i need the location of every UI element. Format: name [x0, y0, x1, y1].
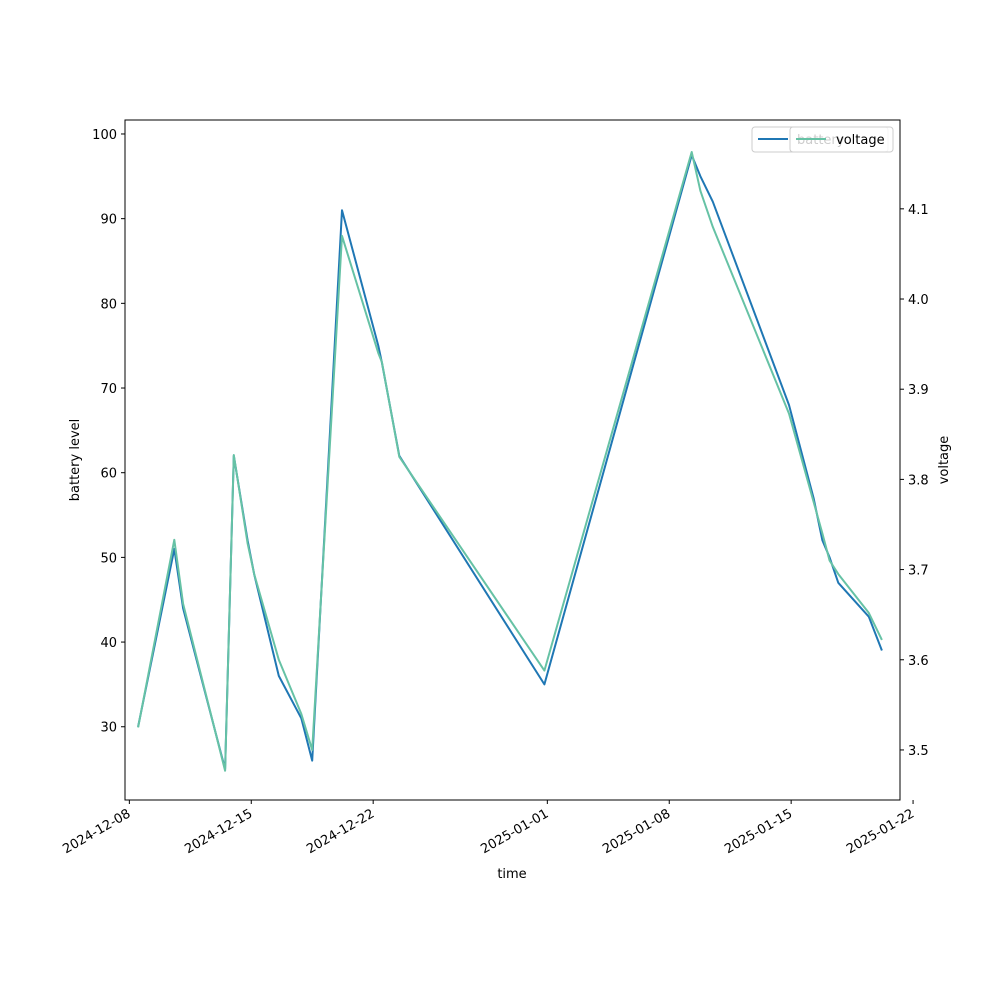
- x-tick-label-1: 2024-12-15: [182, 806, 255, 857]
- left-y-tick-label-0: 30: [100, 721, 117, 736]
- right-y-tick-label-5: 4.0: [908, 293, 929, 308]
- series-layer: [137, 151, 883, 772]
- left-y-tick-label-3: 60: [100, 467, 117, 482]
- left-y-axis-ticks: 30 40 50 60 70 80 90 100: [92, 128, 125, 736]
- legend-voltage-label: voltage: [836, 133, 885, 148]
- x-tick-label-0: 2024-12-08: [60, 806, 133, 857]
- right-y-tick-label-2: 3.7: [908, 564, 929, 579]
- right-y-tick-label-6: 4.1: [908, 203, 929, 218]
- series-line-voltage: [137, 151, 883, 772]
- right-y-tick-label-3: 3.8: [908, 473, 929, 488]
- x-tick-label-5: 2025-01-15: [722, 806, 795, 857]
- x-tick-label-6: 2025-01-22: [844, 806, 917, 857]
- plot-area: [124, 119, 901, 801]
- right-y-axis-ticks: 3.5 3.6 3.7 3.8 3.9 4.0 4.1: [900, 203, 929, 759]
- right-y-tick-label-4: 3.9: [908, 383, 929, 398]
- left-y-tick-label-6: 90: [100, 213, 117, 228]
- x-tick-label-3: 2025-01-01: [478, 806, 551, 857]
- legend-voltage: voltage: [789, 126, 894, 153]
- right-y-tick-label-1: 3.6: [908, 654, 929, 669]
- right-y-tick-label-0: 3.5: [908, 744, 929, 759]
- left-y-tick-label-7: 100: [92, 128, 117, 143]
- right-y-axis-label: voltage: [937, 436, 952, 485]
- legend-voltage-box: [789, 126, 894, 153]
- left-y-tick-label-1: 40: [100, 636, 117, 651]
- left-y-tick-label-5: 80: [100, 297, 117, 312]
- x-axis-label: time: [497, 867, 526, 882]
- x-tick-label-2: 2024-12-22: [304, 806, 377, 857]
- left-y-tick-label-2: 50: [100, 551, 117, 566]
- left-y-axis-label: battery level: [68, 419, 83, 502]
- left-y-tick-label-4: 70: [100, 382, 117, 397]
- x-axis-ticks: 2024-12-08 2024-12-15 2024-12-22 2025-01-01…: [60, 800, 917, 857]
- x-tick-label-4: 2025-01-08: [600, 806, 673, 857]
